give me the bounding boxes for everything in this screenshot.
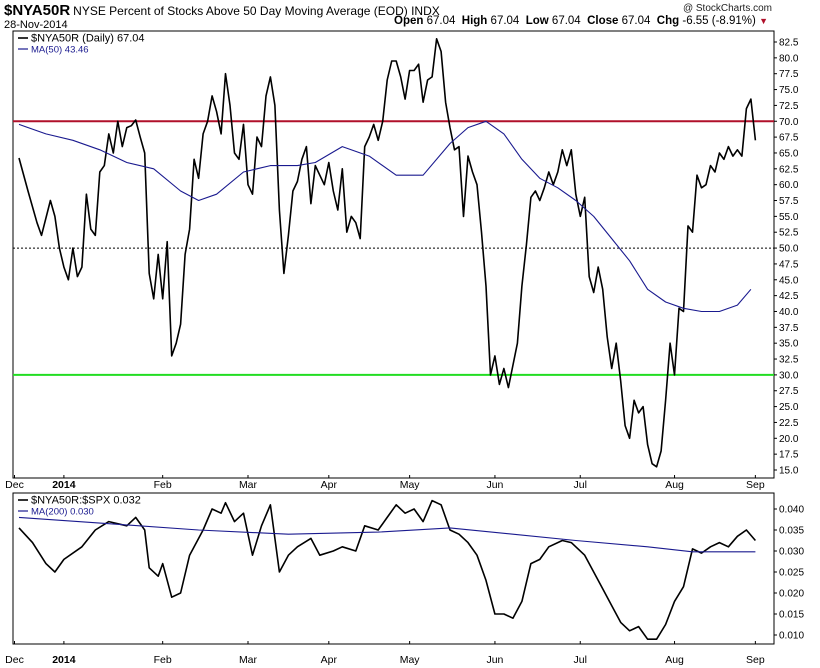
chg-label: Chg [656,15,680,27]
y-tick-label: 0.025 [779,568,804,579]
series-line-ma-200- [18,516,756,553]
y-tick-label: 62.5 [779,164,799,175]
y-tick-label: 57.5 [779,196,799,207]
down-arrow-icon: ▼ [759,16,768,26]
chg-value: -6.55 (-8.91%) [682,15,756,27]
y-tick-label: 50.0 [779,244,799,255]
x-tick-label: Jun [486,654,503,666]
x-tick-label: Feb [154,479,172,491]
x-tick-label: Feb [154,654,172,666]
legend-entry: MA(200) 0.030 [31,507,94,518]
low-label: Low [525,15,549,27]
y-tick-label: 17.5 [779,450,799,461]
x-tick-label: Jun [486,479,503,491]
legend-entry: $NYA50R:$SPX 0.032 [31,495,141,507]
x-tick-label: Dec [5,654,24,666]
y-tick-label: 82.5 [779,38,799,49]
x-tick-label: Jul [574,479,587,491]
y-tick-label: 0.010 [779,631,804,642]
y-tick-label: 0.030 [779,547,804,558]
y-tick-label: 52.5 [779,228,799,239]
series-line-ma-50- [18,120,752,313]
high-label: High [461,15,488,27]
x-tick-label: Aug [665,479,684,491]
x-tick-label: Jul [574,654,587,666]
y-tick-label: 0.040 [779,505,804,516]
series-line--nya50r-spx [18,499,757,640]
y-tick-label: 60.0 [779,180,799,191]
panel-frame-1 [12,30,775,479]
open-value: 67.04 [426,15,456,27]
low-value: 67.04 [551,15,581,27]
y-tick-label: 0.020 [779,589,804,600]
symbol-label: $NYA50R [4,2,71,19]
symbol-description: NYSE Percent of Stocks Above 50 Day Movi… [73,4,440,18]
y-tick-label: 70.0 [779,117,799,128]
y-tick-label: 25.0 [779,402,799,413]
legend-entry: $NYA50R (Daily) 67.04 [31,33,145,45]
y-tick-label: 30.0 [779,370,799,381]
x-tick-label: Apr [321,479,338,491]
series-line--nya50r-daily- [18,38,757,468]
y-tick-label: 40.0 [779,307,799,318]
y-tick-label: 75.0 [779,85,799,96]
y-tick-label: 32.5 [779,355,799,366]
x-tick-label: May [400,654,421,666]
close-label: Close [587,15,619,27]
x-tick-label: Mar [239,654,258,666]
y-tick-label: 77.5 [779,69,799,80]
y-tick-label: 55.0 [779,212,799,223]
x-tick-label: 2014 [52,654,76,666]
x-tick-label: Sep [746,479,765,491]
ohlc-readout: Open 67.04 High 67.04 Low 67.04 Close 67… [394,15,768,27]
x-tick-label: Apr [321,654,338,666]
y-tick-label: 35.0 [779,339,799,350]
y-tick-label: 47.5 [779,259,799,270]
y-tick-label: 67.5 [779,133,799,144]
x-tick-label: Dec [5,479,24,491]
y-tick-label: 65.0 [779,148,799,159]
chart-date: 28-Nov-2014 [4,19,68,31]
open-label: Open [394,15,424,27]
y-tick-label: 42.5 [779,291,799,302]
y-tick-label: 72.5 [779,101,799,112]
symbol-title: $NYA50R NYSE Percent of Stocks Above 50 D… [4,2,440,19]
panel-frame-2 [12,492,775,645]
x-tick-label: Sep [746,654,765,666]
y-tick-label: 27.5 [779,386,799,397]
y-tick-label: 20.0 [779,434,799,445]
x-tick-label: Mar [239,479,258,491]
x-tick-label: 2014 [52,479,76,491]
y-tick-label: 80.0 [779,53,799,64]
y-tick-label: 0.035 [779,526,804,537]
y-tick-label: 37.5 [779,323,799,334]
x-tick-label: May [400,479,421,491]
high-value: 67.04 [490,15,520,27]
legend-entry: MA(50) 43.46 [31,45,89,56]
y-tick-label: 0.015 [779,610,804,621]
copyright-label: @ StockCharts.com [682,3,772,14]
x-tick-label: Aug [665,654,684,666]
y-tick-label: 22.5 [779,418,799,429]
y-tick-label: 15.0 [779,466,799,477]
close-value: 67.04 [621,15,651,27]
y-tick-label: 45.0 [779,275,799,286]
